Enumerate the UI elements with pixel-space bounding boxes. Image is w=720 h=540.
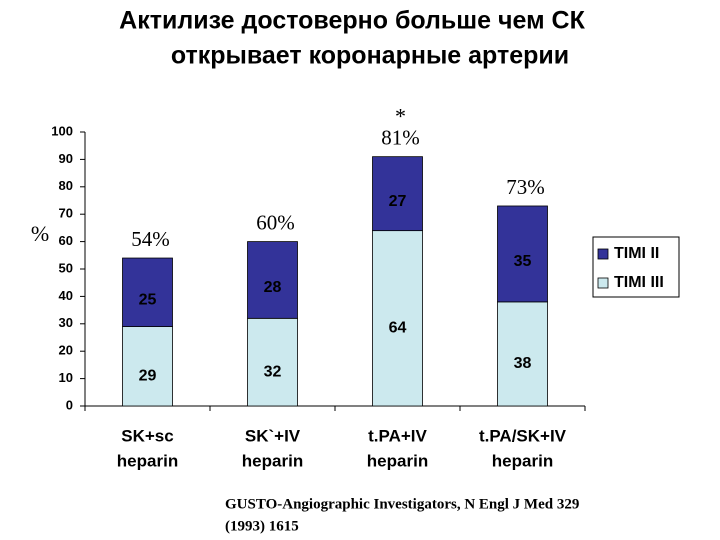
value-label: 28 — [264, 279, 282, 296]
bar-segment — [247, 241, 298, 319]
x-tick-label: t.PA/SK+IV — [479, 426, 567, 445]
value-label: 35 — [514, 253, 532, 270]
x-tick-label: t.PA+IV — [368, 426, 427, 445]
x-tick-label: SK`+IV — [245, 426, 301, 445]
bar-segment — [122, 257, 173, 327]
chart-title: Актилизе достоверно больше чем СК — [119, 7, 585, 35]
x-tick-label: heparin — [492, 451, 553, 470]
y-tick-label: 50 — [59, 260, 73, 275]
bar-segment — [497, 205, 548, 303]
y-tick-label: 100 — [51, 123, 73, 138]
y-tick-label: 30 — [59, 315, 73, 330]
footnote: (1993) 1615 — [225, 518, 299, 534]
x-tick-label: heparin — [117, 451, 178, 470]
value-label: 29 — [139, 367, 157, 384]
y-tick-label: 10 — [59, 370, 73, 385]
total-label: 81% — [381, 125, 420, 149]
y-tick-label: 60 — [59, 233, 73, 248]
chart-title: открывает коронарные артерии — [171, 42, 569, 70]
value-label: 27 — [389, 193, 407, 210]
total-label: 60% — [256, 210, 295, 234]
value-label: 64 — [389, 320, 407, 337]
annotation: * — [395, 104, 406, 129]
y-tick-label: 0 — [66, 397, 73, 412]
bar-segment — [247, 317, 298, 407]
total-label: 73% — [506, 175, 545, 199]
y-tick-label: 40 — [59, 288, 73, 303]
y-axis-label: % — [31, 221, 49, 246]
x-tick-label: SK+sc — [121, 426, 173, 445]
legend-box — [592, 236, 680, 298]
legend-label: TIMI III — [614, 274, 664, 291]
value-label: 32 — [264, 363, 282, 380]
bar-segment — [372, 156, 423, 232]
footnote: GUSTO-Angiographic Investigators, N Engl… — [225, 496, 579, 512]
y-tick-label: 20 — [59, 343, 73, 358]
total-label: 54% — [131, 227, 170, 251]
y-tick-label: 90 — [59, 151, 73, 166]
x-tick-label: heparin — [242, 451, 303, 470]
bar-segment — [122, 326, 173, 407]
bar-segment — [372, 230, 423, 407]
value-label: 38 — [514, 355, 532, 372]
legend-swatch — [597, 248, 609, 260]
y-tick-label: 70 — [59, 206, 73, 221]
bar-segment — [497, 301, 548, 407]
y-tick-label: 80 — [59, 178, 73, 193]
value-label: 25 — [139, 292, 157, 309]
x-tick-label: heparin — [367, 451, 428, 470]
legend-label: TIMI II — [614, 245, 659, 262]
legend-swatch — [597, 277, 609, 289]
